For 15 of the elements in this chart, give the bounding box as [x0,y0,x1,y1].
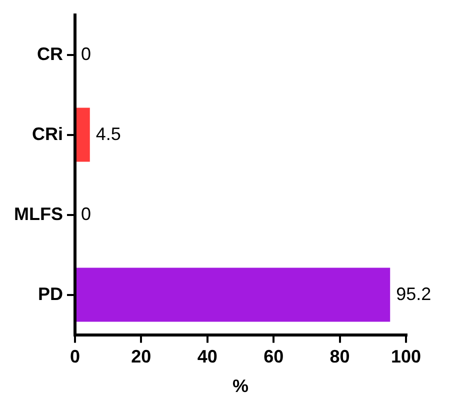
y-tick-label: PD [38,284,63,304]
x-tick-label: 0 [70,346,80,367]
x-tick-label: 60 [264,346,284,367]
data-label: 4.5 [96,124,121,144]
data-label: 0 [80,44,92,64]
y-tick-label: CR [36,44,63,64]
x-tick-label: 80 [330,346,350,367]
x-tick-label: 40 [197,346,218,367]
x-tick-label: 20 [131,346,152,367]
data-label: 95.2 [396,284,432,304]
x-axis-title: % [232,376,249,396]
y-tick-label: MLFS [14,204,63,224]
y-tick-label: CRi [32,124,63,144]
x-tick-label: 100 [390,346,422,367]
data-label: 0 [80,204,92,224]
